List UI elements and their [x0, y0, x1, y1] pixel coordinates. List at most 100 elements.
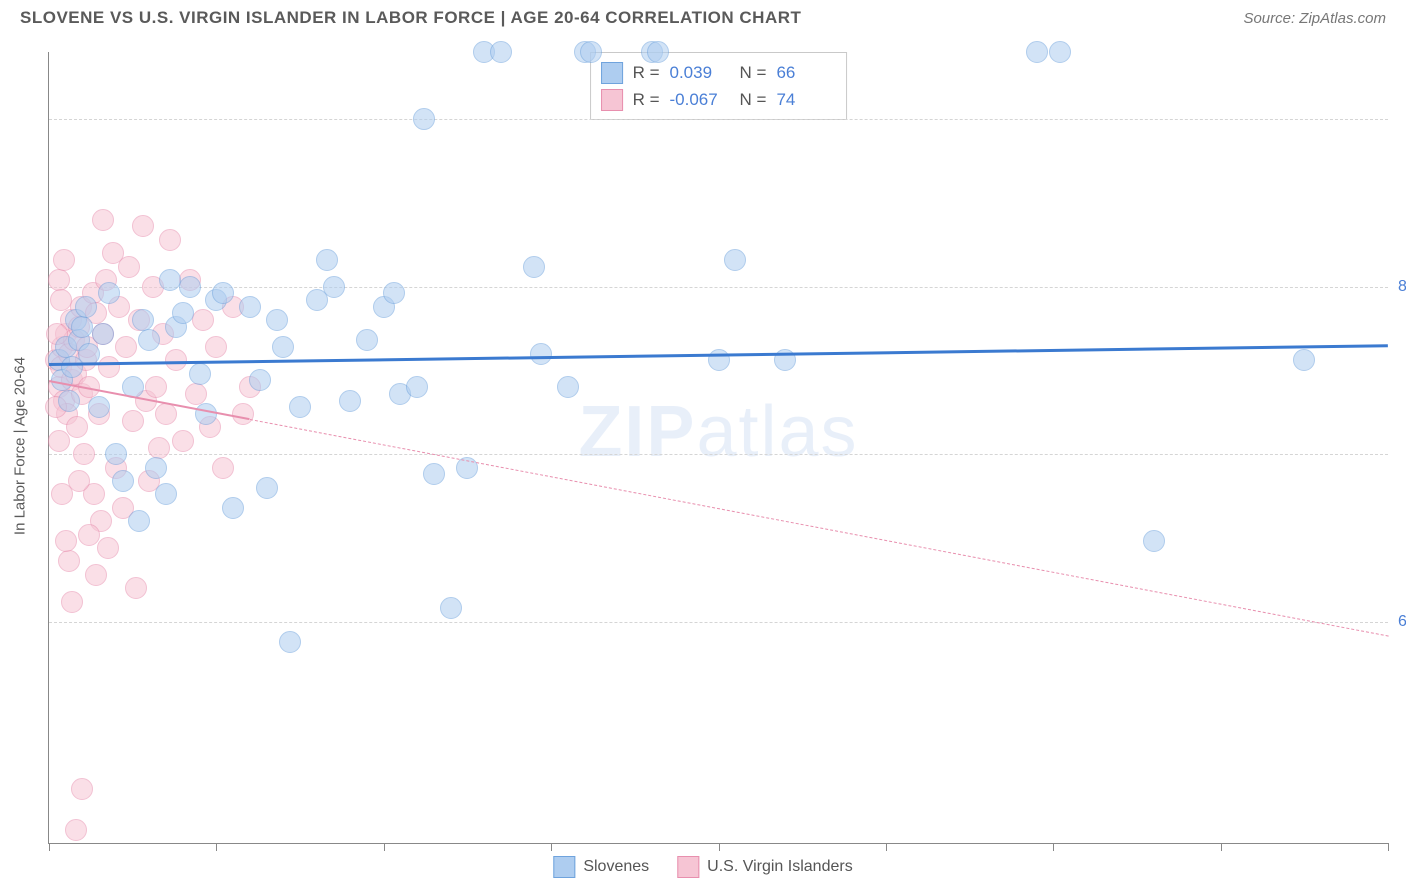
slovenes-point	[256, 477, 278, 499]
usvi-point	[205, 336, 227, 358]
slovenes-point	[523, 256, 545, 278]
usvi-point	[159, 229, 181, 251]
slovenes-point	[724, 249, 746, 271]
usvi-point	[71, 778, 93, 800]
y-tick-label: 62.5%	[1390, 613, 1406, 631]
slovenes-point	[189, 363, 211, 385]
series-legend: Slovenes U.S. Virgin Islanders	[553, 856, 852, 878]
slovenes-point	[195, 403, 217, 425]
slovenes-point	[413, 108, 435, 130]
slovenes-point	[179, 276, 201, 298]
usvi-point	[172, 430, 194, 452]
slovenes-point	[1293, 349, 1315, 371]
legend-item-usvi: U.S. Virgin Islanders	[677, 856, 853, 878]
slovenes-point	[1026, 41, 1048, 63]
usvi-point	[50, 289, 72, 311]
slovenes-point	[580, 41, 602, 63]
slovenes-point	[222, 497, 244, 519]
slovenes-point	[356, 329, 378, 351]
usvi-point	[48, 430, 70, 452]
slovenes-point	[530, 343, 552, 365]
x-tick	[1221, 843, 1222, 851]
stats-row-usvi: R = -0.067 N = 74	[601, 86, 837, 113]
usvi-point	[92, 209, 114, 231]
legend-label-usvi: U.S. Virgin Islanders	[707, 858, 853, 876]
x-tick	[216, 843, 217, 851]
correlation-stats-legend: R = 0.039 N = 66 R = -0.067 N = 74	[590, 52, 848, 120]
usvi-point	[145, 376, 167, 398]
swatch-usvi	[601, 89, 623, 111]
x-tick	[719, 843, 720, 851]
usvi-point	[232, 403, 254, 425]
slovenes-point	[279, 631, 301, 653]
slovenes-point	[128, 510, 150, 532]
slovenes-point	[58, 390, 80, 412]
usvi-point	[85, 564, 107, 586]
usvi-point	[125, 577, 147, 599]
usvi-point	[68, 470, 90, 492]
source-attribution: Source: ZipAtlas.com	[1243, 10, 1386, 27]
swatch-slovenes	[601, 62, 623, 84]
slovenes-point	[138, 329, 160, 351]
usvi-point	[78, 524, 100, 546]
usvi-point	[155, 403, 177, 425]
slovenes-point	[132, 309, 154, 331]
legend-swatch-usvi	[677, 856, 699, 878]
slovenes-point	[98, 282, 120, 304]
usvi-point	[66, 416, 88, 438]
usvi-point	[212, 457, 234, 479]
slovenes-point	[112, 470, 134, 492]
slovenes-point	[92, 323, 114, 345]
usvi-point	[65, 819, 87, 841]
chart-header: SLOVENE VS U.S. VIRGIN ISLANDER IN LABOR…	[0, 0, 1406, 32]
slovenes-point	[423, 463, 445, 485]
usvi-point	[55, 530, 77, 552]
stats-row-slovenes: R = 0.039 N = 66	[601, 59, 837, 86]
x-tick	[551, 843, 552, 851]
slovenes-point	[145, 457, 167, 479]
gridline	[49, 622, 1388, 623]
usvi-point	[53, 249, 75, 271]
usvi-point	[122, 410, 144, 432]
slovenes-point	[647, 41, 669, 63]
usvi-point	[98, 356, 120, 378]
slovenes-point	[155, 483, 177, 505]
slovenes-point	[105, 443, 127, 465]
legend-item-slovenes: Slovenes	[553, 856, 649, 878]
gridline	[49, 119, 1388, 120]
x-tick	[1388, 843, 1389, 851]
slovenes-point	[1049, 41, 1071, 63]
slovenes-point	[75, 296, 97, 318]
y-tick-label: 87.5%	[1390, 278, 1406, 296]
usvi-point	[148, 437, 170, 459]
slovenes-point	[339, 390, 361, 412]
x-tick	[1053, 843, 1054, 851]
gridline	[49, 454, 1388, 455]
usvi-point	[132, 215, 154, 237]
usvi-point	[118, 256, 140, 278]
slovenes-point	[266, 309, 288, 331]
slovenes-point	[172, 302, 194, 324]
trendline	[250, 419, 1388, 636]
gridline	[49, 287, 1388, 288]
chart-plot-area: ZIPatlas R = 0.039 N = 66 R = -0.067 N =…	[48, 52, 1388, 844]
watermark: ZIPatlas	[578, 391, 858, 473]
chart-title: SLOVENE VS U.S. VIRGIN ISLANDER IN LABOR…	[20, 8, 801, 28]
usvi-point	[192, 309, 214, 331]
legend-swatch-slovenes	[553, 856, 575, 878]
usvi-point	[185, 383, 207, 405]
slovenes-point	[272, 336, 294, 358]
slovenes-point	[557, 376, 579, 398]
usvi-point	[58, 550, 80, 572]
slovenes-point	[406, 376, 428, 398]
slovenes-point	[1143, 530, 1165, 552]
slovenes-point	[71, 316, 93, 338]
usvi-point	[97, 537, 119, 559]
slovenes-point	[159, 269, 181, 291]
usvi-point	[115, 336, 137, 358]
slovenes-point	[249, 369, 271, 391]
slovenes-point	[239, 296, 261, 318]
slovenes-point	[383, 282, 405, 304]
slovenes-point	[440, 597, 462, 619]
x-tick	[384, 843, 385, 851]
